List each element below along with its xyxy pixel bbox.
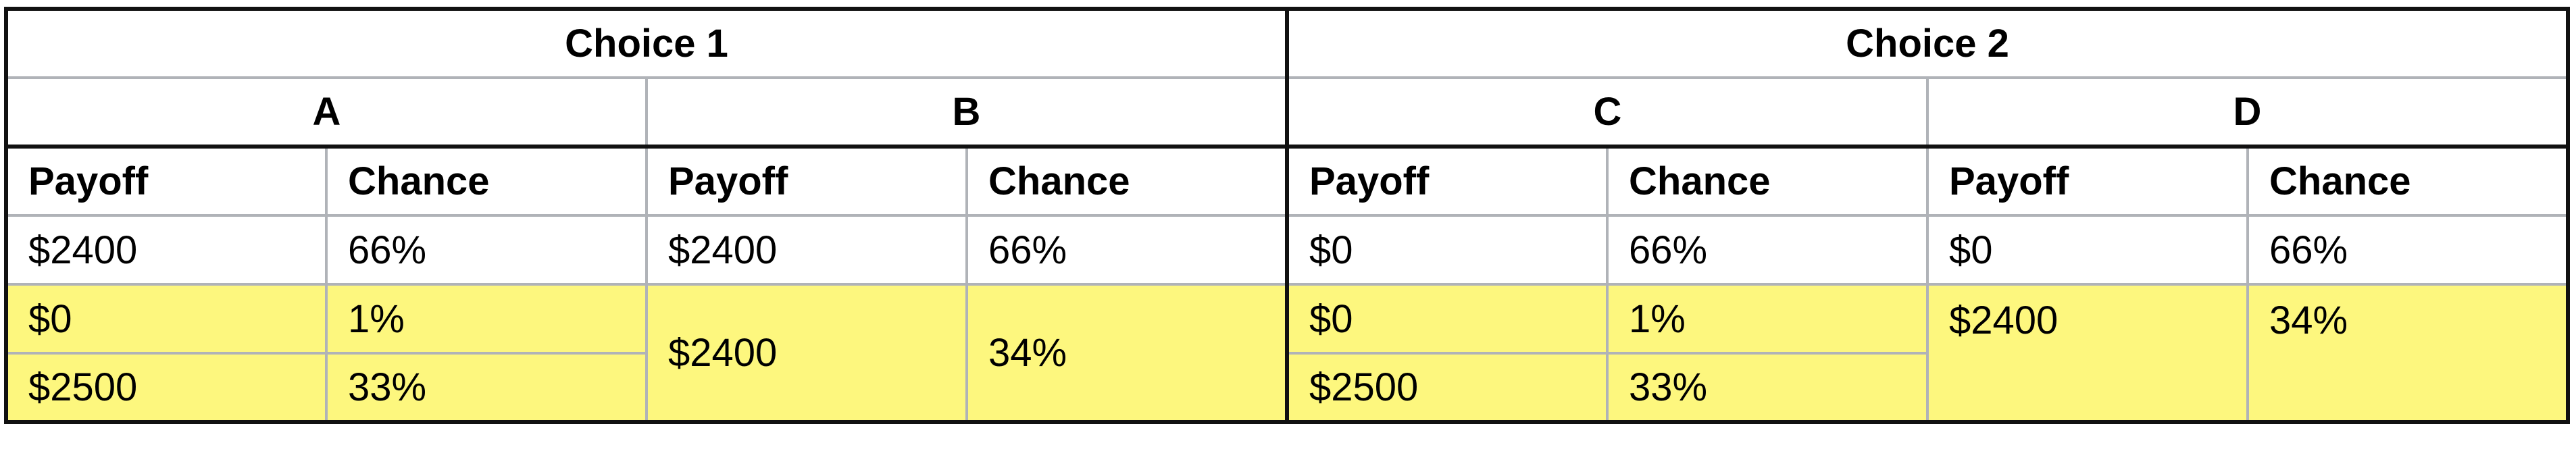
chance-header: Chance — [325, 145, 648, 217]
choice-2-header: Choice 2 — [1286, 7, 2569, 79]
a-payoff-cell: $2500 — [5, 352, 328, 423]
d-payoff-cell: $0 — [1926, 214, 2249, 286]
b-payoff-cell: $2400 — [645, 214, 968, 286]
c-chance-cell: 66% — [1606, 214, 1929, 286]
payoff-header: Payoff — [645, 145, 968, 217]
b-chance-cell: 66% — [965, 214, 1289, 286]
d-payoff-cell: $2400 — [1926, 283, 2249, 423]
a-chance-cell: 33% — [325, 352, 648, 423]
b-payoff-cell: $2400 — [645, 283, 968, 423]
d-chance-cell: 66% — [2246, 214, 2569, 286]
choice-1-header: Choice 1 — [5, 7, 1289, 79]
c-chance-cell: 1% — [1606, 283, 1929, 355]
a-payoff-cell: $2400 — [5, 214, 328, 286]
payoff-header: Payoff — [1926, 145, 2249, 217]
a-payoff-cell: $0 — [5, 283, 328, 355]
c-payoff-cell: $0 — [1286, 214, 1609, 286]
payoff-header: Payoff — [1286, 145, 1609, 217]
option-d-header: D — [1926, 76, 2569, 149]
option-b-header: B — [645, 76, 1289, 149]
option-c-header: C — [1286, 76, 1929, 149]
chance-header: Chance — [2246, 145, 2569, 217]
c-payoff-cell: $0 — [1286, 283, 1609, 355]
a-chance-cell: 1% — [325, 283, 648, 355]
a-chance-cell: 66% — [325, 214, 648, 286]
chance-header: Chance — [1606, 145, 1929, 217]
b-chance-cell: 34% — [965, 283, 1289, 423]
d-chance-cell: 34% — [2246, 283, 2569, 423]
c-chance-cell: 33% — [1606, 352, 1929, 423]
choice-table: Choice 1 Choice 2 A B C D Payoff Chance … — [4, 7, 2570, 424]
chance-header: Chance — [965, 145, 1289, 217]
c-payoff-cell: $2500 — [1286, 352, 1609, 423]
option-a-header: A — [5, 76, 648, 149]
payoff-header: Payoff — [5, 145, 328, 217]
